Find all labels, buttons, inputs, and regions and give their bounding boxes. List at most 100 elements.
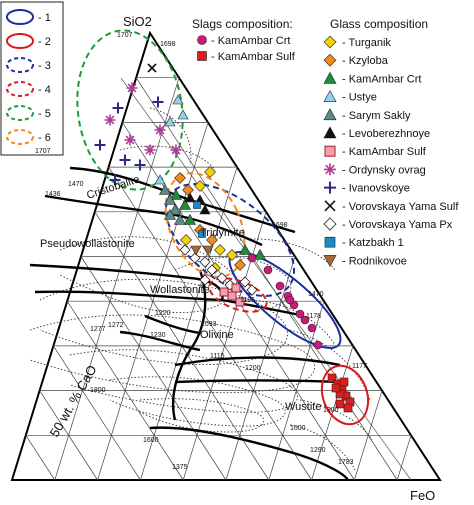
diamond-icon (180, 234, 192, 246)
ternary-gridlines (25, 77, 412, 481)
triangle-down-icon (323, 255, 337, 268)
legend-glass-item: - Vorovskaya Yama Px (323, 217, 453, 231)
diamond-outline-icon (239, 276, 251, 288)
diamond-outline-icon (216, 272, 228, 284)
plus-icon (152, 96, 164, 108)
isotherm-label: 1707 (35, 148, 51, 155)
triangle-icon (168, 203, 182, 215)
plus-icon (94, 139, 106, 151)
legend-slags-item: - KamAmbar Sulf (197, 51, 296, 63)
diamond-icon (323, 35, 337, 49)
legend-item-label: - Vorovskaya Yama Sulf (342, 201, 459, 213)
apex-label-sio2: SiO2 (123, 14, 152, 29)
key-line-sample (6, 81, 34, 97)
key-item-label: - 4 (38, 84, 51, 96)
circle-icon (307, 323, 317, 333)
legend-item-label: - Rodnikovoe (342, 255, 407, 267)
isotherm-label: 1800 (90, 387, 106, 394)
isotherm-label: 1783 (338, 459, 354, 466)
isotherm-label: 1105 (240, 297, 255, 304)
phase-label: Wustite (285, 401, 321, 413)
key-item: - 3 (6, 57, 51, 73)
key-item: - 2 (6, 33, 51, 49)
legend-item-label: - Levoberezhnoye (342, 128, 430, 140)
cross-icon (324, 200, 336, 212)
apex-label-feo: FeO (410, 488, 435, 503)
triangle-icon (323, 126, 337, 139)
phase-label: Olivine (200, 329, 234, 341)
key-item-label: - 2 (38, 36, 51, 48)
isotherm-label: 1300 (323, 407, 339, 414)
line-style-key: - 1 - 2 - 3 - 4 - 5 - 6 (0, 1, 64, 156)
phase-label: Cristobalite (85, 173, 141, 201)
diamond-outline-icon (199, 256, 211, 268)
diamond-outline-icon (199, 274, 211, 286)
legend-glass-item: - Levoberezhnoye (323, 126, 430, 140)
ternary-grid (120, 77, 412, 481)
isotherm-label: 1230 (150, 332, 166, 339)
isotherm-label: 1707 (117, 32, 133, 39)
legend-glass-title: Glass composition (330, 17, 428, 31)
square-icon (197, 51, 207, 61)
legend-glass-item: - KamAmbar Sulf (324, 145, 427, 158)
triangle-icon (154, 174, 166, 185)
diamond-outline-icon (189, 252, 201, 264)
square-icon (343, 403, 353, 413)
diamond-icon (323, 53, 337, 67)
triangle-icon (323, 108, 337, 121)
legend-item-label: - Ordynsky ovrag (342, 164, 426, 176)
circle-icon (300, 315, 310, 325)
legend-glass-item: - Sarym Sakly (323, 108, 411, 122)
diamond-icon (226, 249, 238, 261)
phase-boundaries (29, 166, 350, 481)
key-item-label: - 1 (38, 12, 51, 24)
triangle-icon (158, 183, 172, 195)
triangle-icon (323, 71, 337, 84)
diamond-outline-icon (323, 217, 337, 231)
diamond-icon (234, 259, 246, 271)
triangle-icon (199, 204, 211, 215)
isotherm-label: 1177 (352, 363, 367, 370)
circle-icon (285, 295, 295, 305)
triangle-icon (173, 213, 187, 225)
legend-item-label: - Katzbakh 1 (342, 237, 404, 249)
triangle-down-icon (202, 245, 214, 256)
legend-glass-item: - Ivanovskoye (324, 181, 410, 195)
square-icon (327, 373, 337, 383)
isotherm-label: 1375 (172, 464, 188, 471)
isotherm-label: 1436 (45, 191, 61, 198)
asterisk-icon (170, 144, 182, 156)
asterisk-icon (324, 163, 336, 176)
isotherm-label: 1600 (290, 425, 306, 432)
square-icon (339, 377, 349, 387)
triangle-down-icon (190, 245, 202, 256)
diamond-icon (206, 234, 218, 246)
key-line-sample (6, 57, 34, 73)
triangle-icon (163, 208, 177, 220)
triangle-icon (164, 116, 176, 127)
triangle-icon (323, 89, 337, 102)
square-icon (193, 201, 201, 209)
triangle-icon (238, 243, 252, 255)
legend-item-label: - Kzyloba (342, 55, 389, 67)
isotherm-label: 1290 (310, 447, 326, 454)
asterisk-icon (104, 114, 116, 126)
legend-glass-item: - Kzyloba (323, 53, 389, 67)
field-red-dashed (208, 277, 268, 313)
asterisk-icon (154, 124, 166, 136)
square-outline-icon (231, 283, 241, 293)
key-item-label: - 5 (38, 108, 51, 120)
legend-item-label: - Ivanovskoye (342, 183, 410, 195)
diamond-outline-icon (179, 244, 191, 256)
isotherm-label: 1093 (201, 321, 217, 328)
legend-glass-item: - Vorovskaya Yama Sulf (324, 200, 459, 213)
data-markers (94, 63, 355, 413)
square-icon (335, 399, 345, 409)
circle-icon (197, 35, 207, 45)
triangle-icon (184, 192, 196, 203)
field-red-solid (320, 364, 370, 426)
plus-icon (112, 102, 124, 114)
diamond-icon (204, 166, 216, 178)
asterisk-icon (126, 82, 138, 94)
isotherm-labels: 1707 1698 1707 1470 1436 1698 1470 1178 1105 1093… (35, 32, 367, 471)
